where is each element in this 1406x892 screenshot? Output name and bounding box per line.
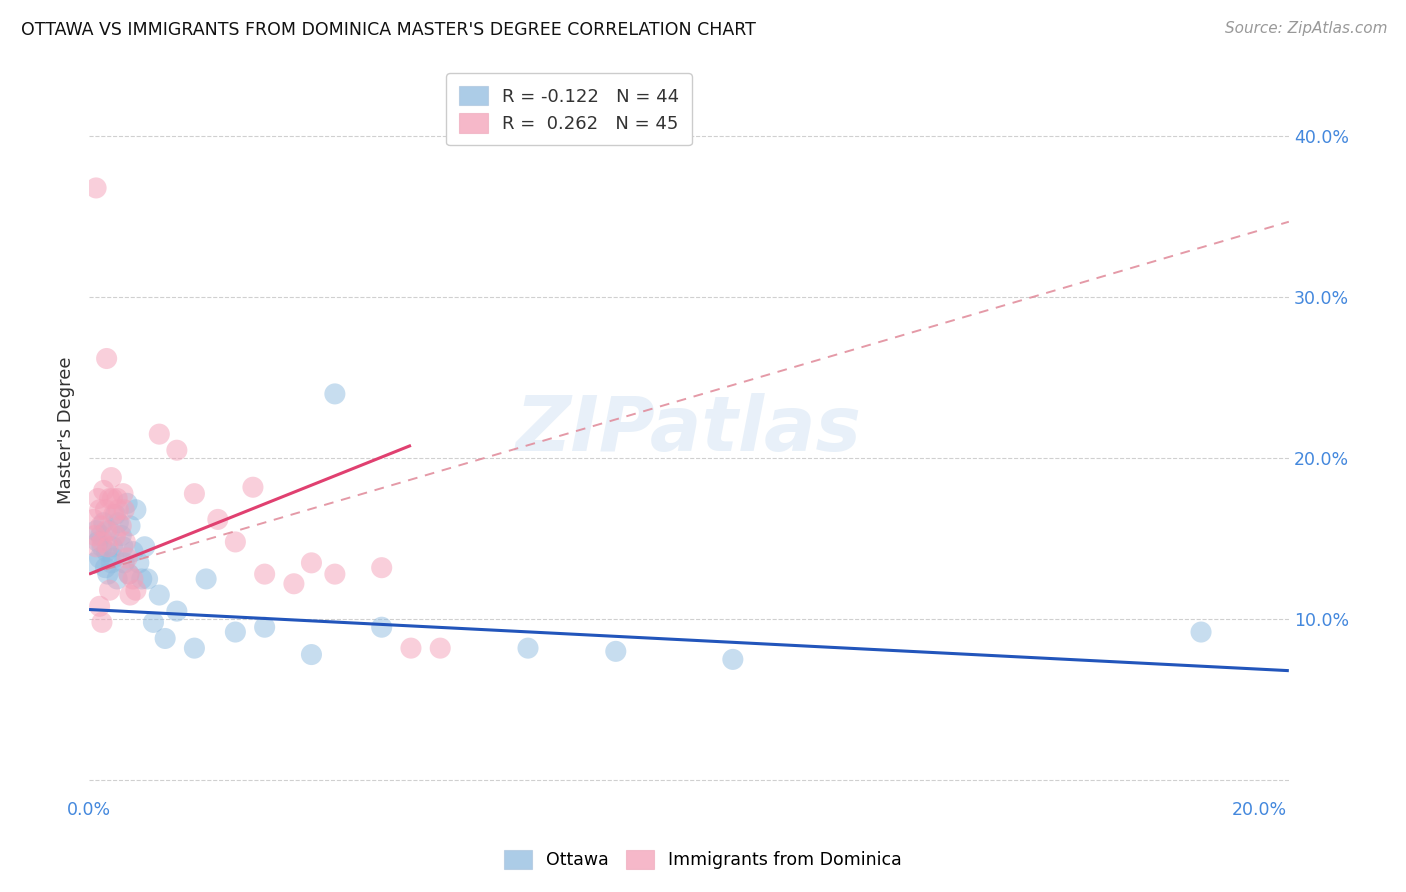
Point	[134, 540, 156, 554]
Point	[101, 540, 124, 554]
Point	[87, 491, 110, 506]
Point	[323, 387, 346, 401]
Point	[84, 540, 107, 554]
Point	[224, 625, 246, 640]
Point	[112, 556, 135, 570]
Point	[100, 556, 122, 570]
Point	[84, 528, 107, 542]
Point	[84, 181, 107, 195]
Point	[107, 516, 129, 530]
Point	[96, 351, 118, 366]
Point	[93, 483, 115, 498]
Point	[105, 572, 128, 586]
Point	[91, 540, 114, 554]
Point	[153, 632, 176, 646]
Point	[114, 535, 136, 549]
Point	[89, 599, 111, 614]
Text: ZIPatlas: ZIPatlas	[516, 393, 862, 467]
Point	[101, 491, 124, 506]
Point	[1189, 625, 1212, 640]
Point	[94, 560, 117, 574]
Point	[87, 535, 110, 549]
Point	[83, 512, 105, 526]
Point	[166, 443, 188, 458]
Point	[195, 572, 218, 586]
Point	[96, 544, 118, 558]
Y-axis label: Master's Degree: Master's Degree	[58, 357, 75, 504]
Point	[100, 470, 122, 484]
Point	[111, 486, 134, 500]
Point	[112, 502, 135, 516]
Point	[96, 524, 118, 538]
Point	[89, 502, 111, 516]
Point	[207, 512, 229, 526]
Point	[97, 567, 120, 582]
Point	[104, 528, 127, 542]
Point	[84, 556, 107, 570]
Point	[94, 502, 117, 516]
Point	[118, 519, 141, 533]
Point	[122, 544, 145, 558]
Point	[183, 486, 205, 500]
Point	[605, 644, 627, 658]
Point	[98, 491, 121, 506]
Point	[148, 588, 170, 602]
Point	[91, 615, 114, 630]
Point	[253, 567, 276, 582]
Point	[125, 502, 148, 516]
Point	[98, 583, 121, 598]
Point	[125, 583, 148, 598]
Point	[283, 576, 305, 591]
Text: Source: ZipAtlas.com: Source: ZipAtlas.com	[1225, 21, 1388, 36]
Point	[103, 508, 125, 522]
Point	[301, 556, 323, 570]
Point	[110, 528, 132, 542]
Point	[242, 480, 264, 494]
Point	[224, 535, 246, 549]
Point	[104, 508, 127, 522]
Point	[89, 551, 111, 566]
Point	[429, 641, 451, 656]
Point	[370, 620, 392, 634]
Text: OTTAWA VS IMMIGRANTS FROM DOMINICA MASTER'S DEGREE CORRELATION CHART: OTTAWA VS IMMIGRANTS FROM DOMINICA MASTE…	[21, 21, 756, 38]
Point	[148, 427, 170, 442]
Point	[142, 615, 165, 630]
Point	[118, 567, 141, 582]
Point	[98, 524, 121, 538]
Point	[517, 641, 540, 656]
Point	[122, 572, 145, 586]
Point	[103, 551, 125, 566]
Point	[91, 535, 114, 549]
Point	[84, 524, 107, 538]
Point	[136, 572, 159, 586]
Point	[90, 519, 112, 533]
Legend: Ottawa, Immigrants from Dominica: Ottawa, Immigrants from Dominica	[498, 843, 908, 876]
Point	[105, 491, 128, 506]
Point	[399, 641, 422, 656]
Legend: R = -0.122   N = 44, R =  0.262   N = 45: R = -0.122 N = 44, R = 0.262 N = 45	[446, 73, 692, 145]
Point	[166, 604, 188, 618]
Point	[118, 567, 141, 582]
Point	[107, 502, 129, 516]
Point	[115, 496, 138, 510]
Point	[118, 588, 141, 602]
Point	[301, 648, 323, 662]
Point	[253, 620, 276, 634]
Point	[131, 572, 153, 586]
Point	[90, 528, 112, 542]
Point	[93, 516, 115, 530]
Point	[111, 540, 134, 554]
Point	[721, 652, 744, 666]
Point	[128, 556, 150, 570]
Point	[115, 551, 138, 566]
Point	[370, 560, 392, 574]
Point	[97, 540, 120, 554]
Point	[110, 519, 132, 533]
Point	[323, 567, 346, 582]
Point	[183, 641, 205, 656]
